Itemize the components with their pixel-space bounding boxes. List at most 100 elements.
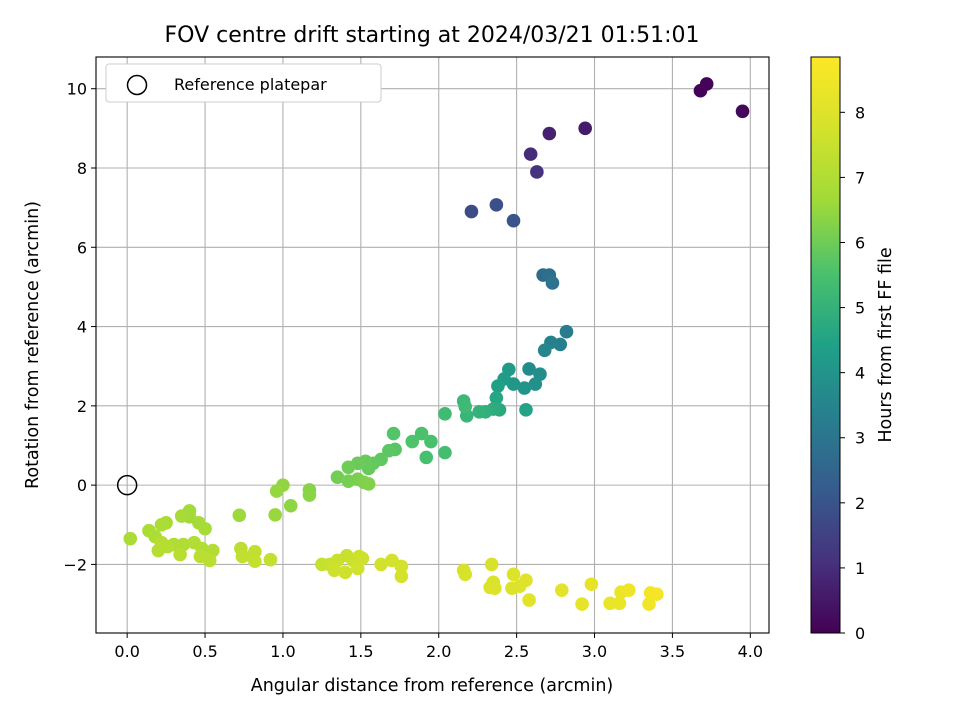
x-axis-label: Angular distance from reference (arcmin) <box>251 676 614 696</box>
data-point <box>488 581 502 596</box>
x-tick-label: 4.0 <box>738 642 763 661</box>
data-point <box>537 343 552 358</box>
data-point <box>151 543 166 558</box>
data-point <box>330 470 345 485</box>
plot-frame <box>95 56 770 634</box>
chart-title: FOV centre drift starting at 2024/03/21 … <box>165 23 700 48</box>
colorbar-tick-label: 6 <box>855 233 865 252</box>
data-point <box>438 445 452 460</box>
data-point <box>458 399 473 414</box>
data-point <box>419 450 434 465</box>
data-point <box>232 508 247 523</box>
data-point <box>559 324 574 339</box>
data-point <box>491 379 505 393</box>
data-point <box>268 508 282 522</box>
data-point <box>269 484 284 498</box>
y-tick-label: 6 <box>77 238 87 257</box>
x-ticks: 0.0 0.5 1.0 1.5 2.0 2.5 3.0 3.5 4.0 <box>114 633 763 661</box>
data-point <box>174 509 189 523</box>
colorbar-tick-label: 7 <box>855 168 865 187</box>
data-point <box>489 391 504 405</box>
legend-label: Reference platepar <box>174 75 327 94</box>
data-point <box>394 569 409 584</box>
data-point <box>621 583 636 597</box>
data-point <box>545 276 560 290</box>
colorbar: 0 1 2 3 4 5 6 7 8 Hours from first FF file <box>810 56 896 643</box>
x-tick-label: 1.0 <box>270 642 295 661</box>
data-point <box>263 552 278 567</box>
data-point <box>612 596 627 611</box>
colorbar-tick-label: 5 <box>855 299 865 318</box>
data-point <box>361 477 376 491</box>
data-point <box>506 567 521 582</box>
data-point <box>523 147 538 161</box>
data-point <box>202 553 217 568</box>
legend: Reference platepar <box>105 63 382 103</box>
data-point <box>154 517 169 532</box>
colorbar-gradient <box>810 56 841 634</box>
data-point <box>584 577 599 592</box>
colorbar-label: Hours from first FF file <box>876 247 896 442</box>
colorbar-tick-label: 3 <box>855 429 865 448</box>
data-point <box>519 403 533 417</box>
colorbar-tick-label: 1 <box>855 559 865 578</box>
x-tick-label: 0.0 <box>114 642 139 661</box>
data-point <box>484 557 499 572</box>
data-point <box>438 406 452 421</box>
data-point <box>235 549 250 564</box>
data-point <box>414 426 429 441</box>
grid-lines <box>96 57 769 633</box>
colorbar-ticks: 0 1 2 3 4 5 6 7 8 <box>840 103 865 643</box>
data-point <box>424 434 438 449</box>
data-point <box>489 198 504 212</box>
data-point <box>555 583 569 597</box>
data-point <box>603 596 617 611</box>
legend-box <box>105 63 382 103</box>
data-point <box>575 597 589 611</box>
data-points <box>123 77 750 611</box>
data-point <box>517 381 532 395</box>
x-tick-label: 3.0 <box>582 642 607 661</box>
data-point <box>248 544 262 559</box>
data-point <box>327 563 342 578</box>
data-point <box>522 362 536 376</box>
data-point <box>642 597 656 611</box>
y-tick-label: 0 <box>77 476 87 495</box>
colorbar-tick-label: 4 <box>855 364 865 383</box>
data-point <box>405 434 420 449</box>
data-point <box>386 426 401 441</box>
data-point <box>699 77 714 91</box>
data-point <box>506 213 521 228</box>
data-point <box>530 165 544 179</box>
x-tick-label: 3.5 <box>660 642 685 661</box>
data-point <box>350 561 365 576</box>
colorbar-tick-label: 8 <box>855 103 865 122</box>
x-tick-label: 2.5 <box>504 642 529 661</box>
y-tick-label: 8 <box>77 159 87 178</box>
colorbar-tick-label: 2 <box>855 494 865 513</box>
data-point <box>519 573 533 588</box>
data-point <box>394 559 409 574</box>
x-tick-label: 2.0 <box>426 642 451 661</box>
data-point <box>472 404 487 419</box>
reference-platepar-marker <box>116 474 138 496</box>
colorbar-tick-label: 0 <box>855 624 865 643</box>
data-point <box>464 204 479 219</box>
data-point <box>302 488 317 502</box>
y-tick-label: 4 <box>77 318 87 337</box>
y-tick-label: 2 <box>77 397 87 416</box>
data-point <box>374 557 388 572</box>
data-point <box>248 554 262 569</box>
data-point <box>382 443 396 458</box>
data-point <box>458 567 473 582</box>
data-point <box>522 593 536 607</box>
y-ticks: −2 0 2 4 6 8 10 <box>63 80 96 574</box>
data-point <box>283 498 298 513</box>
data-point <box>735 104 750 119</box>
y-axis-label: Rotation from reference (arcmin) <box>23 201 43 489</box>
y-tick-label: −2 <box>63 555 87 574</box>
data-point <box>338 565 353 580</box>
data-point <box>123 531 138 546</box>
